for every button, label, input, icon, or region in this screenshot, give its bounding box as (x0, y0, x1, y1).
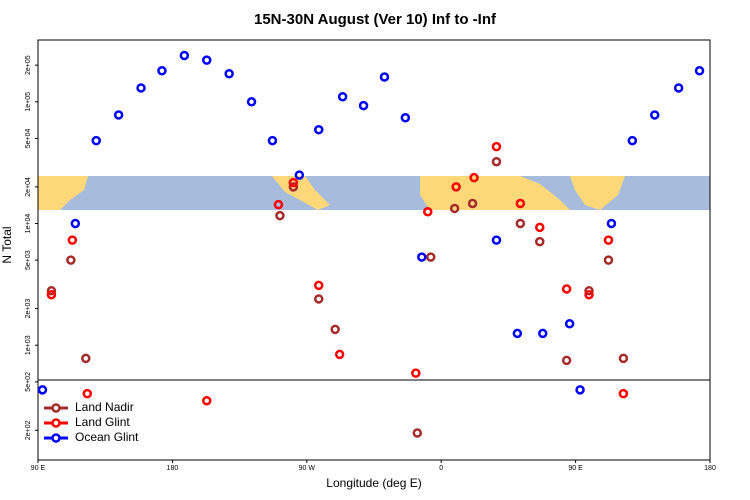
point (224, 69, 234, 79)
point (417, 252, 427, 262)
point (157, 65, 167, 76)
point (564, 319, 575, 329)
y-tick-label: 2e+02 (25, 420, 32, 440)
point (515, 198, 526, 209)
legend-marker (51, 403, 61, 413)
y-tick-label: 2e+05 (25, 55, 32, 75)
y-tick-label: 2e+04 (25, 177, 32, 197)
point (535, 236, 545, 247)
point (294, 170, 305, 180)
point (113, 110, 124, 120)
y-tick-label: 5e+04 (25, 129, 32, 149)
point (201, 55, 212, 65)
point (67, 235, 78, 245)
x-tick-label: 90 E (568, 465, 583, 472)
point (46, 289, 57, 300)
y-tick-label: 1e+05 (25, 92, 32, 112)
x-tick-label: 90 E (31, 465, 46, 472)
y-tick-label: 5e+03 (25, 250, 32, 270)
point (412, 428, 423, 438)
point (379, 72, 390, 82)
point (46, 286, 57, 296)
x-axis-label: Longitude (deg E) (326, 476, 421, 490)
point (467, 198, 478, 209)
y-tick-label: 1e+04 (25, 214, 32, 234)
point (313, 124, 324, 135)
point (649, 110, 660, 120)
point (81, 353, 91, 364)
x-tick-label: 0 (439, 465, 443, 472)
point (201, 395, 212, 406)
point (411, 368, 421, 378)
point (136, 83, 146, 93)
point (400, 112, 411, 123)
y-tick-label: 1e+03 (25, 335, 32, 355)
map-land (38, 176, 88, 210)
point (469, 172, 479, 183)
point (561, 355, 572, 366)
point (491, 235, 502, 245)
point (449, 203, 460, 214)
legend-label: Land Glint (75, 415, 130, 429)
point (70, 218, 81, 229)
legend-label: Ocean Glint (75, 430, 139, 444)
point (273, 199, 284, 210)
chart-title: 15N-30N August (Ver 10) Inf to -Inf (254, 11, 497, 28)
point (267, 135, 278, 146)
point (425, 252, 436, 262)
plot-frame (37, 39, 711, 461)
point (288, 177, 299, 188)
point (515, 218, 526, 229)
point (491, 156, 502, 167)
x-tick-label: 90 W (299, 465, 316, 472)
point (603, 235, 614, 245)
point (91, 135, 101, 146)
point (82, 388, 93, 399)
point (491, 141, 502, 152)
point (313, 294, 324, 304)
point (618, 353, 629, 364)
x-tick-label: 180 (704, 465, 716, 472)
point (584, 289, 594, 300)
y-axis-label: N Total (0, 226, 14, 263)
map-land (272, 176, 330, 210)
point (618, 388, 629, 399)
y-tick-label: 2e+03 (25, 299, 32, 319)
point (512, 328, 523, 339)
point (179, 50, 190, 61)
point (423, 206, 433, 217)
legend-marker (51, 433, 61, 443)
point (575, 385, 585, 395)
point (606, 218, 617, 229)
legend-marker (51, 418, 61, 428)
point (66, 255, 76, 265)
point (358, 100, 369, 111)
point (313, 280, 324, 291)
point (334, 349, 345, 360)
point (37, 385, 48, 395)
point (337, 92, 348, 102)
point (535, 222, 545, 233)
point (451, 182, 461, 192)
point (584, 286, 594, 296)
point (330, 324, 340, 335)
point (694, 65, 705, 76)
point (537, 328, 548, 339)
point (627, 135, 638, 146)
point (603, 255, 614, 265)
y-tick-label: 5e+02 (25, 372, 32, 392)
point (673, 83, 684, 93)
point (275, 210, 285, 221)
map-band (38, 176, 710, 210)
point (288, 182, 299, 192)
x-tick-label: 180 (167, 465, 179, 472)
legend-label: Land Nadir (75, 400, 134, 414)
map-land (570, 176, 625, 210)
point (246, 97, 257, 107)
point (561, 284, 572, 294)
